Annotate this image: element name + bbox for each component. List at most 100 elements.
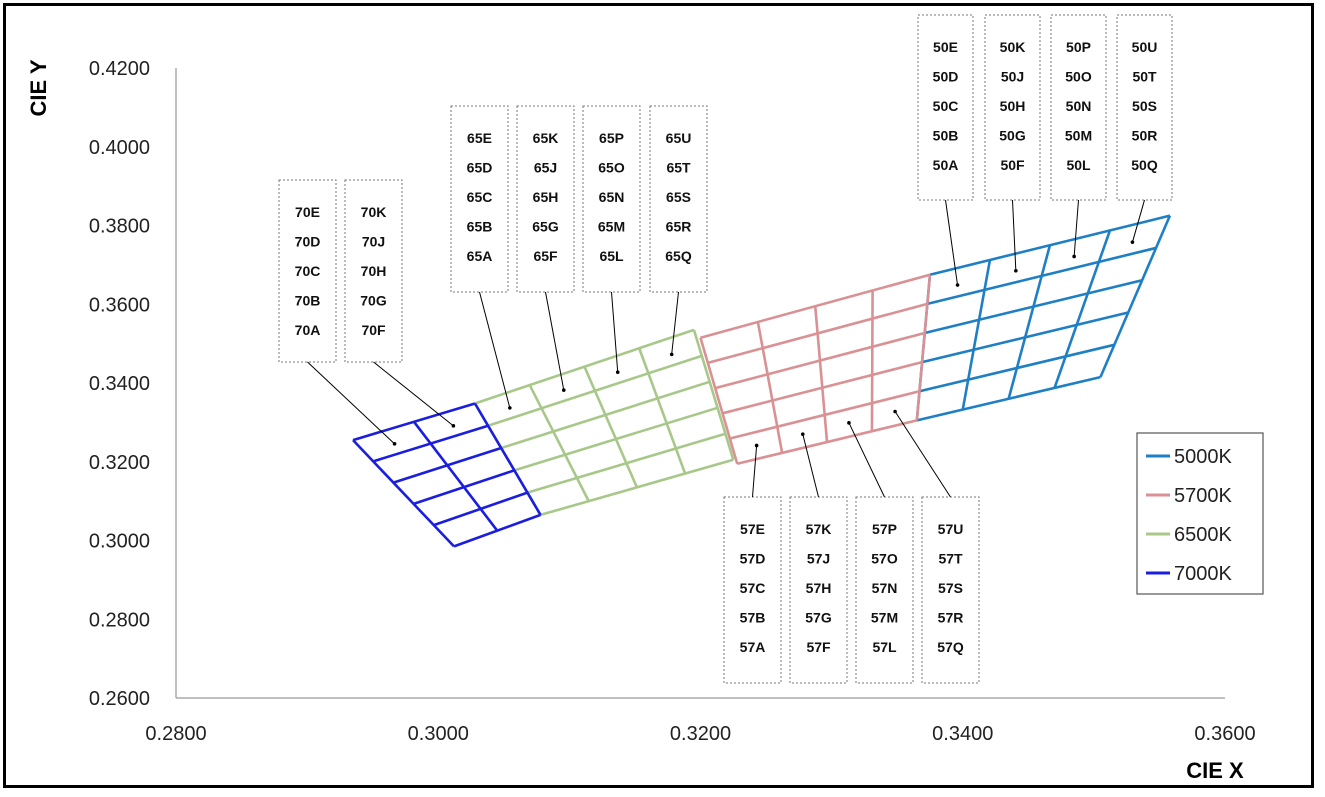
grid-line [393,446,502,484]
bin-label: 50H [1000,98,1026,114]
grid-line [1007,244,1052,400]
bin-label: 70F [361,322,386,338]
callout-dot [392,442,397,446]
y-tick-label: 0.3400 [89,373,150,395]
callout-box [789,496,848,684]
callout-dot [893,409,897,414]
bin-label: 50S [1132,98,1157,114]
callout-50e: 50E 50D 50C 50B 50A [917,14,974,287]
grid-line [528,384,590,502]
bin-label: 65B [467,219,493,235]
bin-label: 50N [1066,98,1092,114]
x-axis-title: CIE X [1186,758,1244,783]
bin-label: 65Q [665,248,692,264]
callout-leader [1131,199,1145,243]
bin-label: 65L [599,248,624,264]
bin-label: 70H [361,263,387,279]
bin-label: 70B [295,293,321,309]
bin-label: 65M [598,219,625,235]
callout-leader [671,291,679,355]
callout-70k: 70K 70J 70H 70G 70F [344,179,456,428]
bin-label: 70E [295,204,320,220]
callout-box [344,179,403,363]
bin-label: 50U [1132,39,1158,55]
bin-label: 50J [1001,69,1024,85]
callout-leader [894,411,951,498]
grid-line [473,402,542,516]
callout-leader [802,434,819,498]
callout-leader [848,422,885,498]
legend-label: 5700K [1174,485,1232,507]
bin-label: 57J [807,551,830,567]
grid-line [453,513,541,548]
bin-label: 65R [666,219,692,235]
bin-label: 65P [599,130,624,146]
y-tick-label: 0.4200 [89,58,150,80]
grid-line [870,290,874,432]
grid-line [527,432,726,494]
callout-dot [1014,268,1018,273]
grid-line [412,420,499,532]
grid-line [433,491,528,527]
grid-line [1053,229,1112,389]
y-tick-label: 0.4000 [89,137,150,159]
bin-label: 57C [740,580,766,596]
callout-box [1050,14,1107,201]
bin-label: 65F [533,248,558,264]
bin-label: 57G [805,610,832,626]
bin-label: 50D [933,69,959,85]
bin-label: 57B [740,610,766,626]
callout-70e: 70E 70D 70C 70B 70A [278,179,397,446]
callout-dot [800,432,805,436]
grid-6500k [473,328,735,517]
grid-line [372,424,489,463]
grid-line [352,439,455,548]
bin-label: 50B [933,128,959,144]
grid-line [916,375,1101,422]
bin-label: 57E [740,521,765,537]
grid-line [915,274,932,421]
y-tick-label: 0.2800 [89,609,150,631]
bin-label: 65H [533,189,559,205]
grid-line [924,278,1143,335]
bin-label: 57D [740,551,766,567]
bin-label: 50R [1132,128,1158,144]
bin-label: 57A [740,639,766,655]
grid-line [637,347,687,475]
grid-line [961,259,992,410]
grid-line [927,246,1157,306]
callout-dot [561,388,566,392]
grid-line [714,331,926,390]
bin-label: 65U [666,130,692,146]
y-ticks: 0.2600 0.2800 0.3000 0.3200 0.3400 0.3600 0.38… [89,58,150,710]
callout-57k: 57K 57J 57H 57G 57F [789,432,848,684]
grid-line [540,458,734,517]
grid-line [692,329,735,461]
bin-label: 57U [938,521,964,537]
bin-callouts: 50E50D50C50B50A50K50J50H50G50F50P50O50N5… [278,14,1173,684]
bin-label: 57S [938,580,963,596]
callout-dot [955,283,960,287]
bin-label: 70C [295,263,321,279]
callout-65e: 65E 65D 65C 65B 65A [450,105,512,410]
callout-box [984,14,1041,201]
y-tick-label: 0.3800 [89,216,150,238]
grid-line [729,390,920,440]
callout-50p: 50P 50O 50N 50M 50L [1050,14,1107,259]
bin-label: 57R [938,610,964,626]
y-axis-title: CIE Y [26,59,51,116]
grid-line [474,328,695,405]
callout-leader [945,199,959,286]
callout-leader [611,291,619,373]
bin-label: 50Q [1131,157,1158,173]
grid-line [1099,215,1172,378]
bin-label: 57P [872,521,897,537]
grid-line [487,354,703,427]
grid-line [513,406,718,472]
bin-label: 50A [933,157,959,173]
x-tick-label: 0.3600 [1194,723,1255,745]
y-tick-label: 0.3600 [89,294,150,316]
callout-dot [1130,240,1135,244]
callout-57e: 57E 57D 57C 57B 57A [723,443,782,684]
